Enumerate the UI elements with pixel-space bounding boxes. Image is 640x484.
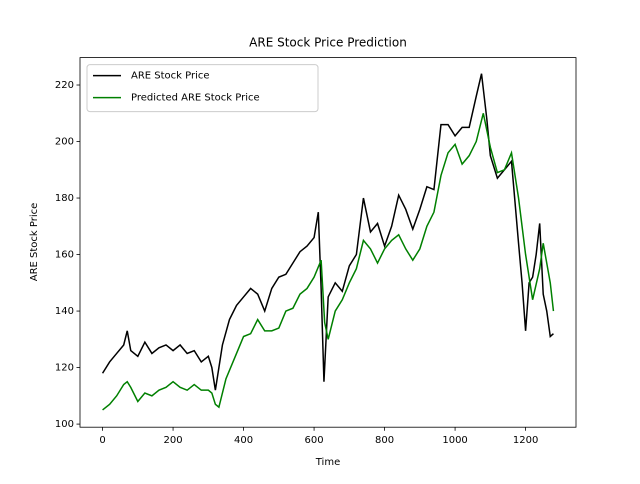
x-tick-label: 400 <box>234 435 253 446</box>
data-line <box>101 73 554 391</box>
x-tick-label: 1200 <box>513 435 538 446</box>
data-line <box>102 113 555 411</box>
y-tick-label: 160 <box>55 250 74 261</box>
x-tick-label: 1000 <box>442 435 467 446</box>
y-tick-label: 100 <box>55 419 74 430</box>
x-tick-label: 0 <box>99 435 105 446</box>
legend-label: ARE Stock Price <box>131 71 210 82</box>
plot-frame <box>79 57 577 428</box>
y-tick-label: 180 <box>55 193 74 204</box>
y-tick-label: 120 <box>55 363 74 374</box>
y-tick-label: 200 <box>55 137 74 148</box>
x-tick-label: 600 <box>305 435 324 446</box>
y-axis-label: ARE Stock Price <box>29 203 40 282</box>
x-axis-label: Time <box>315 457 340 468</box>
legend-box <box>86 64 319 113</box>
y-tick-label: 220 <box>55 80 74 91</box>
chart-title: ARE Stock Price Prediction <box>249 36 407 50</box>
x-tick-label: 200 <box>164 435 183 446</box>
legend-label: Predicted ARE Stock Price <box>131 93 260 104</box>
y-tick-label: 140 <box>55 306 74 317</box>
x-tick-label: 800 <box>375 435 394 446</box>
